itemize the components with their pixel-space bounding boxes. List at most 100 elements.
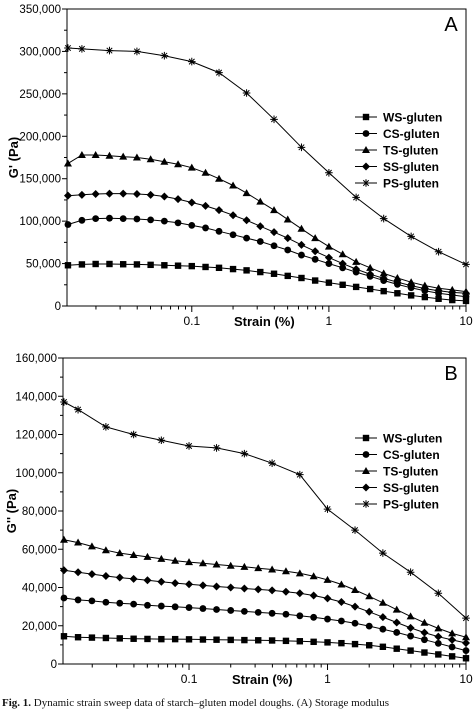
- legend-label: CS-gluten: [383, 448, 440, 462]
- data-point: [212, 560, 221, 568]
- data-point: [420, 618, 429, 626]
- x-tick-label: 0.1: [183, 314, 200, 328]
- data-point: [187, 163, 196, 171]
- data-point: [448, 653, 456, 660]
- y-tick-label: 300,000: [19, 46, 61, 58]
- data-point: [105, 46, 114, 55]
- data-point: [227, 607, 235, 614]
- legend-marker: [362, 146, 370, 153]
- data-point: [88, 634, 96, 641]
- data-point: [106, 260, 113, 268]
- legend-marker: [362, 483, 370, 492]
- data-point: [78, 216, 86, 224]
- x-axis-label: Strain (%): [232, 672, 293, 687]
- data-point: [147, 261, 154, 269]
- data-point: [295, 569, 304, 577]
- data-point: [421, 636, 428, 644]
- data-point: [242, 89, 251, 97]
- data-point: [213, 636, 220, 643]
- data-point: [379, 214, 388, 223]
- data-point: [74, 596, 82, 604]
- legend-marker: [362, 130, 370, 137]
- data-point: [215, 206, 224, 215]
- data-point: [311, 255, 319, 263]
- data-point: [393, 273, 402, 281]
- data-point: [378, 613, 387, 622]
- data-point: [434, 589, 443, 598]
- panel-label: A: [444, 14, 458, 36]
- data-point: [281, 587, 290, 596]
- data-point: [462, 633, 470, 641]
- data-point: [393, 645, 400, 652]
- data-point: [379, 549, 387, 557]
- data-point: [119, 215, 127, 222]
- legend-label: SS-gluten: [383, 481, 439, 495]
- data-point: [129, 550, 138, 558]
- y-tick-label: 140,000: [15, 391, 57, 403]
- data-point: [130, 600, 138, 608]
- data-point: [434, 286, 443, 295]
- data-point: [407, 632, 414, 640]
- data-point: [380, 287, 387, 295]
- caption-prefix: Fig. 1.: [2, 697, 32, 709]
- x-tick-label: 0.1: [181, 672, 198, 686]
- data-point: [407, 292, 415, 299]
- y-tick-label: 120,000: [15, 430, 57, 442]
- chart-panel-A: 0 50,000 100,000 150,000 200,000 250,000 300,0…: [6, 4, 473, 329]
- data-point: [268, 565, 277, 573]
- data-point: [270, 115, 278, 124]
- series-WS-gluten: [60, 633, 470, 662]
- data-point: [185, 442, 193, 450]
- data-point: [187, 198, 196, 207]
- data-point: [212, 582, 221, 591]
- data-point: [240, 584, 249, 593]
- data-point: [449, 296, 456, 304]
- figure-caption: Fig. 1. Dynamic strain sweep data of sta…: [2, 697, 474, 709]
- data-point: [147, 216, 155, 224]
- data-point: [133, 215, 141, 223]
- data-point: [242, 216, 251, 225]
- data-point: [434, 247, 443, 256]
- series-PS-gluten: [60, 398, 470, 622]
- x-tick-label: 10: [459, 672, 473, 686]
- data-point: [352, 283, 360, 291]
- y-tick-label: 200,000: [19, 131, 61, 143]
- data-point: [160, 157, 169, 165]
- data-point: [393, 278, 402, 287]
- data-point: [324, 253, 333, 262]
- x-tick-label: 1: [324, 672, 331, 686]
- y-tick-label: 50,000: [26, 259, 61, 271]
- data-point: [365, 607, 374, 616]
- data-point: [337, 580, 346, 588]
- legend-label: WS-gluten: [383, 432, 442, 446]
- data-point: [339, 281, 346, 288]
- data-point: [198, 581, 207, 590]
- data-point: [116, 599, 124, 607]
- data-point: [132, 153, 141, 161]
- data-point: [243, 234, 250, 242]
- data-point: [284, 246, 292, 254]
- data-point: [202, 263, 209, 271]
- data-point: [74, 405, 82, 414]
- caption-text: Dynamic strain sweep data of starch–glut…: [33, 697, 390, 709]
- data-point: [199, 605, 207, 612]
- plot-frame: [66, 8, 467, 307]
- panel-label: B: [444, 363, 457, 385]
- legend: WS-gluten CS-gluten TS-gluten SS-gluten PS-g…: [355, 432, 442, 512]
- data-point: [130, 635, 137, 642]
- y-tick-label: 250,000: [19, 89, 61, 101]
- data-point: [351, 602, 360, 611]
- data-point: [366, 263, 375, 271]
- data-point: [105, 189, 114, 198]
- data-point: [240, 449, 249, 458]
- legend-label: TS-gluten: [383, 465, 438, 479]
- data-point: [407, 647, 414, 654]
- series-PS-gluten: [64, 44, 470, 269]
- data-point: [462, 638, 470, 647]
- y-axis-label: G' (Pa): [6, 137, 21, 178]
- data-point: [59, 535, 68, 543]
- data-point: [311, 234, 320, 242]
- data-point: [101, 572, 110, 581]
- data-point: [393, 629, 401, 636]
- legend-label: PS-gluten: [383, 177, 439, 191]
